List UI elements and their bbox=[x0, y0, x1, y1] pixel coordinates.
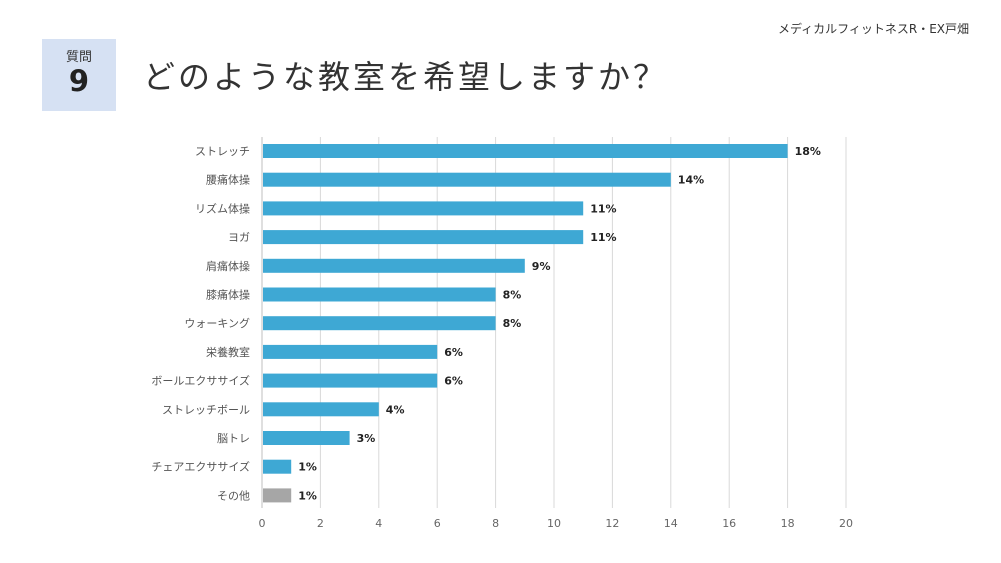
bar bbox=[263, 316, 496, 331]
value-label: 3% bbox=[357, 432, 376, 445]
category-label: ヨガ bbox=[228, 231, 250, 244]
bar bbox=[263, 258, 525, 273]
value-label: 11% bbox=[590, 231, 616, 244]
x-tick-label: 10 bbox=[547, 517, 561, 530]
bar bbox=[263, 431, 350, 445]
category-label: ウォーキング bbox=[184, 316, 250, 330]
x-tick-label: 4 bbox=[375, 517, 382, 530]
value-label: 1% bbox=[298, 461, 317, 474]
category-label: 脳トレ bbox=[217, 432, 250, 445]
x-tick-label: 2 bbox=[317, 517, 324, 530]
x-tick-label: 14 bbox=[664, 517, 678, 530]
bar bbox=[263, 230, 584, 245]
bar bbox=[263, 459, 292, 474]
x-tick-label: 20 bbox=[839, 517, 853, 530]
x-tick-label: 12 bbox=[605, 517, 619, 530]
bar bbox=[263, 373, 438, 388]
value-label: 6% bbox=[444, 375, 463, 388]
x-tick-label: 0 bbox=[259, 517, 266, 530]
bar bbox=[263, 201, 584, 216]
category-label: ストレッチボール bbox=[162, 403, 250, 416]
question-label: 質問 bbox=[65, 50, 92, 65]
category-label: 肩痛体操 bbox=[206, 259, 250, 273]
question-badge: 質問 9 bbox=[42, 39, 116, 111]
value-label: 8% bbox=[503, 317, 522, 330]
bar bbox=[263, 287, 496, 302]
bar bbox=[263, 144, 788, 158]
bar bbox=[263, 172, 671, 187]
x-tick-label: 6 bbox=[434, 517, 441, 530]
value-label: 18% bbox=[795, 145, 821, 158]
x-tick-label: 18 bbox=[781, 517, 795, 530]
category-label: ボールエクササイズ bbox=[151, 374, 250, 388]
organization-name: メディカルフィットネスR・EX戸畑 bbox=[777, 22, 969, 36]
value-label: 1% bbox=[298, 489, 317, 502]
bar bbox=[263, 344, 438, 359]
bar bbox=[263, 488, 292, 503]
value-label: 6% bbox=[444, 346, 463, 359]
category-label: チェアエクササイズ bbox=[151, 460, 250, 474]
category-label: 膝痛体操 bbox=[206, 288, 250, 302]
value-label: 14% bbox=[678, 174, 704, 187]
category-label: 腰痛体操 bbox=[206, 173, 250, 187]
question-number: 9 bbox=[68, 64, 90, 98]
page-title: どのような教室を希望しますか？ bbox=[143, 58, 669, 96]
value-label: 8% bbox=[503, 289, 522, 302]
x-tick-label: 16 bbox=[722, 517, 736, 530]
category-label: 栄養教室 bbox=[206, 345, 250, 359]
category-label: その他 bbox=[217, 489, 250, 502]
category-label: ストレッチ bbox=[195, 145, 250, 158]
value-label: 4% bbox=[386, 403, 405, 416]
value-label: 9% bbox=[532, 260, 551, 273]
category-label: リズム体操 bbox=[195, 201, 250, 215]
bar bbox=[263, 402, 379, 417]
x-tick-label: 8 bbox=[492, 517, 499, 530]
value-label: 11% bbox=[590, 202, 616, 215]
